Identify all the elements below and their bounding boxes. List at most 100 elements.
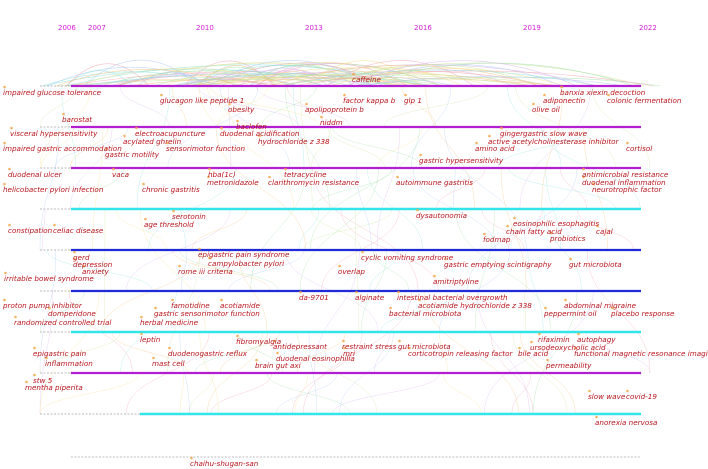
keyword-label[interactable]: gingergastric slow wave [500,129,588,138]
keyword-label[interactable]: anorexia nervosa [595,418,657,427]
keyword-label[interactable]: rome iii criteria [178,267,233,276]
keyword-label[interactable]: acotiamide [220,301,261,310]
keyword-label[interactable]: gerd [73,253,90,262]
keyword-label[interactable]: antidepressant [273,342,328,351]
keyword-label[interactable]: duodenal ulcer [8,170,63,179]
keyword-label[interactable]: gastric hypersensitivity [419,156,504,165]
keyword-label[interactable]: active acetylcholinesterase inhibitor [488,137,620,146]
keyword-label[interactable]: gastric motility [105,150,160,159]
keyword-label[interactable]: mentha piperita [25,383,83,392]
keyword-label[interactable]: depression [73,260,113,269]
keyword-label[interactable]: amino acid [475,144,515,153]
keyword-label[interactable]: irritable bowel syndrome [4,274,94,283]
keyword-label[interactable]: placebo response [610,309,675,318]
keyword-label[interactable]: famotidine [171,301,210,310]
keyword-label[interactable]: visceral hypersensitivity [10,129,98,138]
keyword-label[interactable]: colonic fermentation [607,96,682,105]
keyword-label[interactable]: epigastric pain syndrome [198,250,290,259]
keyword-label[interactable]: serotonin [172,212,206,221]
keyword-label[interactable]: herbal medicine [140,318,199,327]
keyword-label[interactable]: mri [343,349,355,358]
keyword-label[interactable]: duodenal inflammation [582,178,666,187]
keyword-label[interactable]: bile acid [518,349,549,358]
keyword-label[interactable]: proton pump inhibitor [2,301,83,310]
keyword-label[interactable]: fibromyalgia [236,337,281,346]
keyword-label[interactable]: autophagy [577,335,616,344]
keyword-label[interactable]: sensorimotor function [166,144,245,153]
keyword-label[interactable]: baclofen [236,122,267,131]
keyword-label[interactable]: hydrochloride z 338 [258,137,330,146]
keyword-label[interactable]: glucagon like peptide 1 [160,96,244,105]
keyword-label[interactable]: bacterial microbiota [389,309,461,318]
keyword-label[interactable]: electroacupuncture [135,129,206,138]
keyword-label[interactable]: amitriptyline [433,277,479,286]
keyword-label[interactable]: randomized controlled trial [14,318,111,327]
keyword-label[interactable]: permeability [545,361,592,370]
keyword-label[interactable]: chronic gastritis [142,185,200,194]
keyword-label[interactable]: corticotropin releasing factor [408,349,513,358]
keyword-label[interactable]: alginate [355,293,385,302]
keyword-label[interactable]: domperidone [48,309,96,318]
keyword-label[interactable]: campylobacter pylori [208,259,284,268]
keyword-label[interactable]: chaihu-shugan-san [190,459,259,468]
keyword-label[interactable]: neurotrophic factor [592,185,663,194]
keyword-label[interactable]: brain gut axi [255,361,301,370]
keyword-label[interactable]: dysautonomia [416,211,467,220]
keyword-label[interactable]: duodenogastric reflux [168,349,248,358]
keyword-label[interactable]: clarithromycin resistance [268,178,360,187]
keyword-label[interactable]: impaired gastric accommodation [3,144,122,153]
keyword-label[interactable]: leptin [140,335,161,344]
keyword-label[interactable]: anxiety [82,267,109,276]
keyword-label[interactable]: tetracycline [284,170,327,179]
keyword-label[interactable]: gut microbiota [569,260,622,269]
keyword-label[interactable]: helicobacter pylori infection [3,185,104,194]
keyword-label[interactable]: eosinophilic esophagitis [513,219,599,228]
keyword-label[interactable]: niddm [320,118,343,127]
keyword-label[interactable]: overlap [338,267,365,276]
keyword-label[interactable]: adiponectin [543,96,586,105]
keyword-label[interactable]: abdominal migraine [564,301,637,310]
keyword-label[interactable]: age threshold [144,220,194,229]
keyword-label[interactable]: impaired glucose tolerance [3,88,102,97]
keyword-label[interactable]: stw 5 [33,376,53,385]
keyword-label[interactable]: autoimmune gastritis [396,178,473,187]
keyword-label[interactable]: cajal [596,227,613,236]
keyword-label[interactable]: caffeine [352,75,382,84]
keyword-label[interactable]: factor kappa b [343,96,396,105]
keyword-label[interactable]: antimicrobial resistance [582,170,669,179]
keyword-label[interactable]: gastric emptying scintigraphy [444,260,552,269]
keyword-label[interactable]: obesity [228,105,255,114]
keyword-label[interactable]: cyclic vomiting syndrome [361,253,454,262]
keyword-label[interactable]: barostat [62,115,93,124]
keyword-label[interactable]: duodenal acidification [220,129,300,138]
keyword-label[interactable]: epigastric pain [33,349,87,358]
keyword-label[interactable]: duodenal eosinophilia [276,354,355,363]
keyword-label[interactable]: fodmap [483,235,511,244]
keyword-label[interactable]: da-9701 [299,293,329,302]
keyword-label[interactable]: gastric sensorimotor function [154,309,260,318]
keyword-label[interactable]: hba(1c) [208,170,236,179]
keyword-label[interactable]: peppermint oil [543,309,597,318]
keyword-label[interactable]: glp 1 [404,96,422,105]
keyword-label[interactable]: cortisol [626,144,652,153]
keyword-label[interactable]: apolipoprotein b [305,105,364,114]
keyword-label[interactable]: constipation [8,226,53,235]
keyword-label[interactable]: rifaximin [538,335,570,344]
keyword-label[interactable]: olive oil [532,105,560,114]
keyword-label[interactable]: mast cell [152,359,185,368]
keyword-label[interactable]: covid-19 [626,392,657,401]
keyword-label[interactable]: metronidazole [207,178,259,187]
keyword-label[interactable]: ursodeoxycholic acid [530,343,606,352]
keyword-label[interactable]: vaca [112,170,129,179]
keyword-label[interactable]: intestinal bacterial overgrowth [397,293,508,302]
keyword-label[interactable]: acylated ghrelin [123,137,182,146]
keyword-label[interactable]: gut microbiota [398,342,451,351]
keyword-label[interactable]: chain fatty acid [506,227,562,236]
keyword-label[interactable]: slow wave [588,392,626,401]
keyword-label[interactable]: restraint stress [342,342,397,351]
keyword-label[interactable]: inflammation [45,359,93,368]
keyword-label[interactable]: acotiamide hydrochloride z 338 [418,301,532,310]
keyword-label[interactable]: probiotics [549,234,586,243]
keyword-label[interactable]: functional magnetic resonance imaging [574,349,708,358]
keyword-label[interactable]: celiac disease [53,226,104,235]
